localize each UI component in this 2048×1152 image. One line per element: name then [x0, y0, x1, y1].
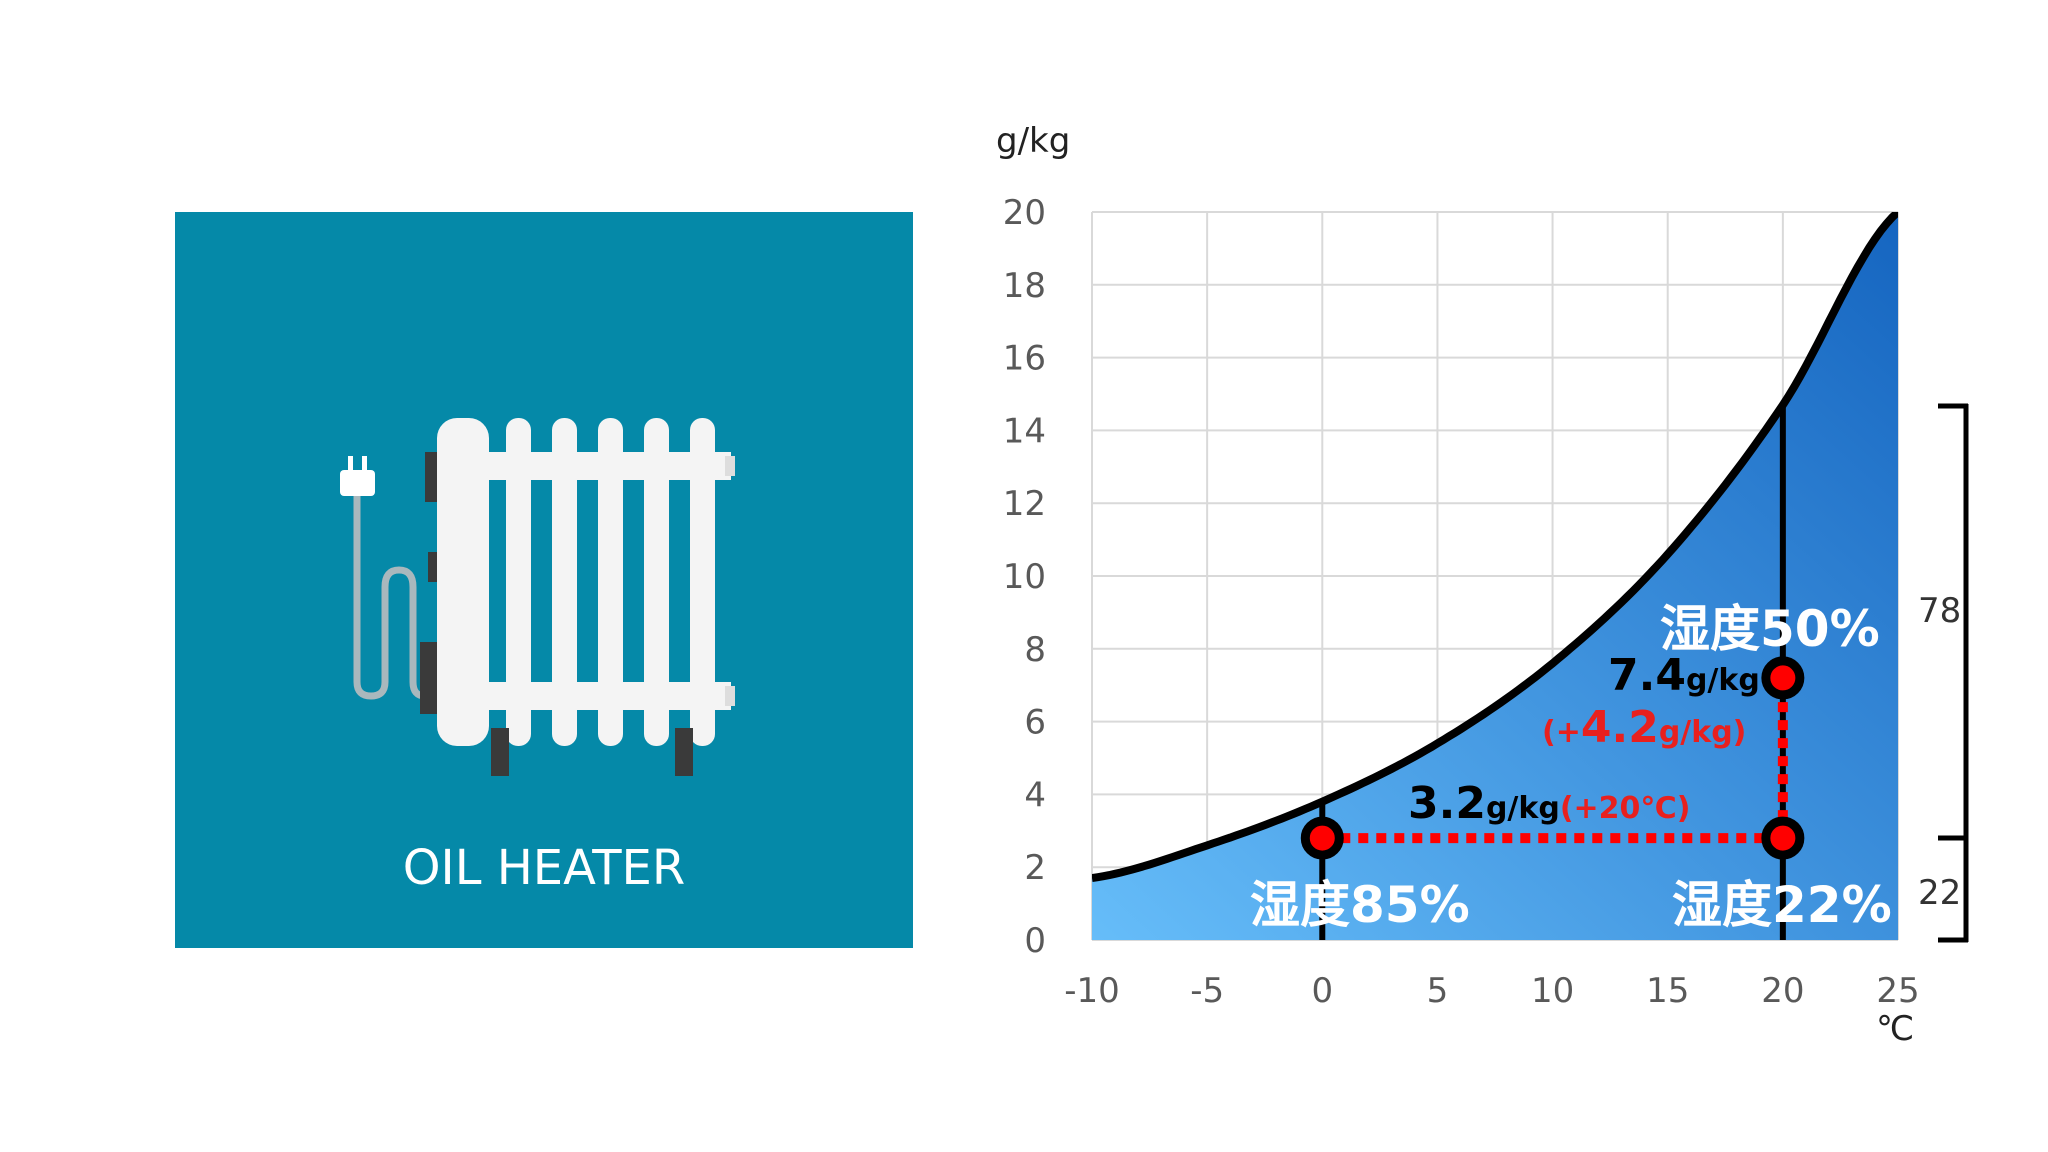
control-knob-mid: [428, 552, 438, 582]
humidity-bracket: [1938, 403, 1969, 943]
connector-cap-top: [725, 456, 735, 476]
y-tick-16: 16: [1003, 339, 1046, 379]
x-tick-15: 15: [1646, 971, 1689, 1011]
delta-main: 4.2: [1581, 702, 1659, 753]
y-tick-2: 2: [1024, 848, 1046, 888]
foot-left: [491, 728, 509, 776]
foot-right: [675, 728, 693, 776]
power-cord: [353, 496, 437, 700]
fin-4: [644, 418, 669, 746]
oil-heater-panel: OIL HEATER: [175, 212, 913, 948]
marker-0: [1300, 816, 1344, 860]
dotted-lines: [1322, 677, 1788, 844]
y-tick-labels: 0 2 4 6 8 10 12 14 16 18 20: [1003, 193, 1046, 961]
y-tick-14: 14: [1003, 411, 1046, 451]
bracket-label-lower: 22: [1918, 873, 1961, 913]
value-low-unit: g/kg: [1486, 791, 1560, 826]
x-tick-25: 25: [1876, 971, 1919, 1011]
bracket-label-upper: 78: [1918, 591, 1961, 631]
y-tick-8: 8: [1024, 630, 1046, 670]
y-tick-6: 6: [1024, 703, 1046, 743]
plug-prong-left: [348, 456, 353, 472]
humidity-label-20c-high: 湿度50%: [1660, 600, 1880, 658]
heater-body: [437, 418, 489, 746]
y-axis-unit: g/kg: [996, 121, 1070, 161]
control-knob-bottom: [420, 642, 438, 714]
y-tick-12: 12: [1003, 484, 1046, 524]
value-label-high: 7.4g/kg: [1608, 650, 1760, 701]
x-tick-20: 20: [1761, 971, 1804, 1011]
plug-prong-right: [362, 456, 367, 472]
value-low-main: 3.2: [1408, 778, 1486, 829]
delta-unit: g/kg: [1659, 715, 1733, 750]
humidity-label-0c: 湿度85%: [1250, 876, 1470, 934]
x-tick-10: 10: [1531, 971, 1574, 1011]
fin-3: [598, 418, 623, 746]
connector-cap-bottom: [725, 686, 735, 706]
fin-5: [690, 418, 715, 746]
fin-2: [552, 418, 577, 746]
data-markers: [1300, 656, 1805, 860]
x-tick--10: -10: [1064, 971, 1120, 1011]
fin-1: [506, 418, 531, 746]
value-low-delta: (+20℃): [1560, 791, 1691, 826]
y-tick-18: 18: [1003, 266, 1046, 306]
value-label-low: 3.2g/kg(+20℃): [1408, 778, 1690, 829]
oil-heater-icon: [340, 418, 735, 776]
delta-open: (+: [1542, 715, 1581, 750]
x-axis-unit: ℃: [1876, 1009, 1914, 1049]
marker-2: [1761, 656, 1805, 700]
y-tick-20: 20: [1003, 193, 1046, 233]
heater-caption: OIL HEATER: [402, 840, 686, 896]
y-tick-10: 10: [1003, 557, 1046, 597]
y-tick-0: 0: [1024, 921, 1046, 961]
x-tick-0: 0: [1311, 971, 1333, 1011]
y-tick-4: 4: [1024, 775, 1046, 815]
delta-close: ): [1733, 715, 1747, 750]
saturation-curve: [1092, 212, 1898, 883]
saturation-area: [1092, 212, 1898, 940]
delta-label: (+4.2g/kg): [1542, 702, 1746, 753]
control-knob-top: [425, 452, 439, 502]
x-tick-5: 5: [1427, 971, 1449, 1011]
value-high-main: 7.4: [1608, 650, 1686, 701]
value-high-unit: g/kg: [1686, 663, 1760, 698]
plug-head: [340, 470, 375, 496]
humidity-label-20c-low: 湿度22%: [1672, 876, 1892, 934]
x-tick-labels: -10 -5 0 5 10 15 20 25: [1064, 971, 1919, 1011]
marker-1: [1761, 816, 1805, 860]
x-tick--5: -5: [1190, 971, 1224, 1011]
